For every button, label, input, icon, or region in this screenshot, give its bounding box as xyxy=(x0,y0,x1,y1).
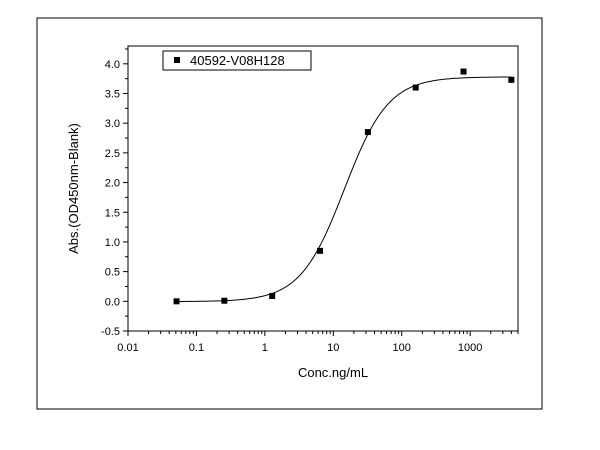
figure-frame xyxy=(36,17,543,410)
legend-label: 40592-V08H128 xyxy=(190,53,285,68)
data-points-layer xyxy=(173,68,515,305)
y-tick-label: 2.5 xyxy=(105,148,120,160)
data-point-square xyxy=(317,247,324,254)
x-tick-label: 100 xyxy=(393,342,411,354)
legend: 40592-V08H128 xyxy=(162,50,312,71)
y-tick-label: 3.5 xyxy=(105,89,120,101)
y-tick-label: 2.0 xyxy=(105,178,120,190)
data-point-square xyxy=(508,76,515,83)
y-tick-label: 4.0 xyxy=(105,59,120,71)
legend-box xyxy=(162,50,312,71)
x-tick-label: 1 xyxy=(262,342,268,354)
x-tick-label: 0.1 xyxy=(189,342,204,354)
x-tick-label: 0.01 xyxy=(117,342,138,354)
fit-curve-line xyxy=(176,76,512,302)
data-point-square xyxy=(364,129,371,136)
y-tick-label: 0.5 xyxy=(105,267,120,279)
y-tick-label: 1.5 xyxy=(105,207,120,219)
y-tick-label: 3.0 xyxy=(105,118,120,130)
x-axis-title: Conc.ng/mL xyxy=(298,365,368,380)
data-point-square xyxy=(221,297,228,304)
x-tick-label: 10 xyxy=(327,342,339,354)
y-tick-label: 1.0 xyxy=(105,237,120,249)
data-point-square xyxy=(269,292,276,299)
data-point-square xyxy=(460,68,467,75)
legend-marker-square xyxy=(174,57,180,63)
y-axis-title: Abs.(OD450nm-Blank) xyxy=(66,123,81,254)
data-point-square xyxy=(173,298,180,305)
x-tick-label: 1000 xyxy=(458,342,482,354)
y-tick-label: 0.0 xyxy=(105,296,120,308)
data-point-square xyxy=(412,84,419,91)
x-axis-ticks: 0.01 0.1 1 10 100 1000 xyxy=(117,331,519,354)
y-tick-label: -0.5 xyxy=(101,326,120,338)
fit-curve-layer xyxy=(176,76,512,302)
y-axis-ticks: -0.5 0.0 0.5 1.0 1.5 2.0 2.5 3.0 3.5 4.0 xyxy=(101,48,128,338)
